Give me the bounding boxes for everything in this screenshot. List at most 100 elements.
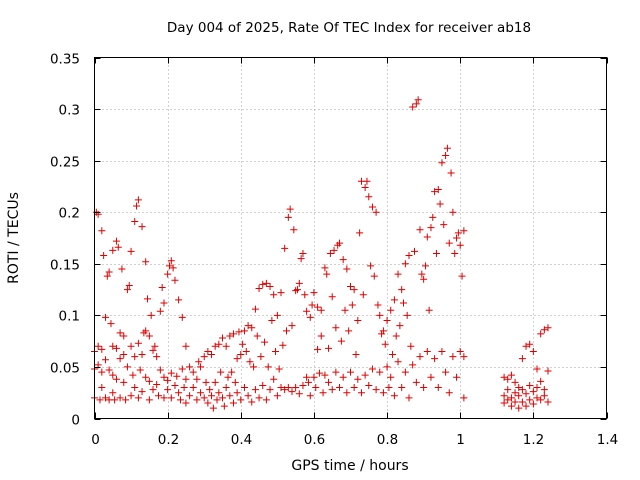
data-point — [319, 389, 327, 397]
data-point — [500, 399, 508, 407]
data-point — [208, 392, 216, 400]
data-point — [219, 394, 226, 402]
data-point — [131, 217, 139, 225]
data-point — [226, 392, 234, 400]
data-point — [425, 306, 433, 314]
data-point — [112, 344, 120, 352]
data-points — [91, 96, 552, 412]
data-point — [149, 346, 157, 354]
data-point — [314, 345, 322, 353]
data-point — [228, 368, 236, 376]
data-point — [427, 224, 435, 232]
data-point — [401, 368, 409, 376]
data-point — [504, 396, 512, 404]
data-point — [325, 378, 333, 386]
data-point — [105, 366, 113, 374]
data-point — [288, 388, 296, 396]
data-point — [456, 241, 464, 249]
data-point — [264, 363, 272, 371]
data-point — [304, 378, 312, 386]
data-point — [314, 303, 322, 311]
data-point — [204, 347, 212, 355]
data-point — [219, 334, 226, 342]
data-point — [208, 351, 216, 359]
data-point — [398, 384, 406, 392]
data-point — [131, 384, 139, 392]
data-point — [339, 256, 347, 264]
data-point — [237, 351, 245, 359]
data-point — [429, 213, 437, 221]
data-point — [229, 330, 237, 338]
data-point — [182, 375, 190, 383]
data-point — [240, 384, 248, 392]
data-point — [312, 384, 320, 392]
data-point — [94, 210, 102, 218]
data-point — [277, 384, 285, 392]
data-point — [164, 386, 172, 394]
data-point — [368, 203, 376, 211]
data-point — [127, 392, 135, 400]
data-point — [237, 396, 245, 404]
data-point — [193, 396, 201, 404]
axis-ticks — [94, 57, 608, 420]
data-point — [279, 341, 287, 349]
x-tick-label: 0.8 — [377, 432, 398, 448]
data-point — [376, 368, 384, 376]
data-point — [136, 366, 144, 374]
y-tick-label: 0 — [71, 413, 80, 429]
y-tick-label: 0.15 — [50, 258, 80, 274]
data-point — [306, 392, 314, 400]
data-point — [507, 394, 515, 402]
data-point — [533, 365, 541, 373]
data-point — [101, 394, 109, 402]
data-point — [400, 299, 408, 307]
data-point — [390, 392, 398, 400]
data-point — [261, 338, 269, 346]
data-point — [98, 227, 106, 235]
data-point — [292, 287, 300, 295]
data-point — [544, 398, 552, 406]
data-point — [387, 373, 395, 381]
data-point — [250, 363, 258, 371]
data-point — [317, 306, 325, 314]
data-point — [412, 378, 420, 386]
data-point — [109, 371, 117, 379]
data-point — [255, 285, 263, 293]
data-point — [213, 396, 221, 404]
data-point — [171, 276, 179, 284]
data-point — [273, 392, 281, 400]
data-point — [138, 388, 146, 396]
data-point — [315, 369, 323, 377]
data-point — [129, 371, 137, 379]
data-point — [299, 249, 307, 257]
data-point — [403, 311, 411, 319]
data-point — [120, 332, 128, 340]
data-point — [544, 324, 552, 332]
data-point — [255, 394, 263, 402]
data-point — [352, 351, 360, 359]
data-point — [401, 260, 409, 268]
data-point — [341, 306, 349, 314]
data-point — [396, 322, 404, 330]
data-point — [283, 327, 290, 335]
data-point — [336, 384, 344, 392]
data-point — [270, 291, 278, 299]
data-point — [246, 358, 254, 366]
data-point — [447, 169, 455, 177]
data-point — [112, 375, 120, 383]
data-point — [537, 330, 545, 338]
data-point — [409, 361, 417, 369]
data-point — [440, 221, 448, 229]
data-point — [155, 392, 162, 400]
data-point — [114, 243, 122, 251]
data-point — [365, 381, 373, 389]
chart-title: Day 004 of 2025, Rate Of TEC Index for r… — [167, 20, 531, 36]
data-point — [167, 369, 175, 377]
data-point — [515, 404, 523, 412]
data-point — [295, 279, 303, 287]
data-point — [222, 342, 230, 350]
data-point — [454, 229, 462, 237]
data-point — [363, 177, 371, 185]
data-point — [112, 237, 120, 245]
data-point — [350, 384, 358, 392]
